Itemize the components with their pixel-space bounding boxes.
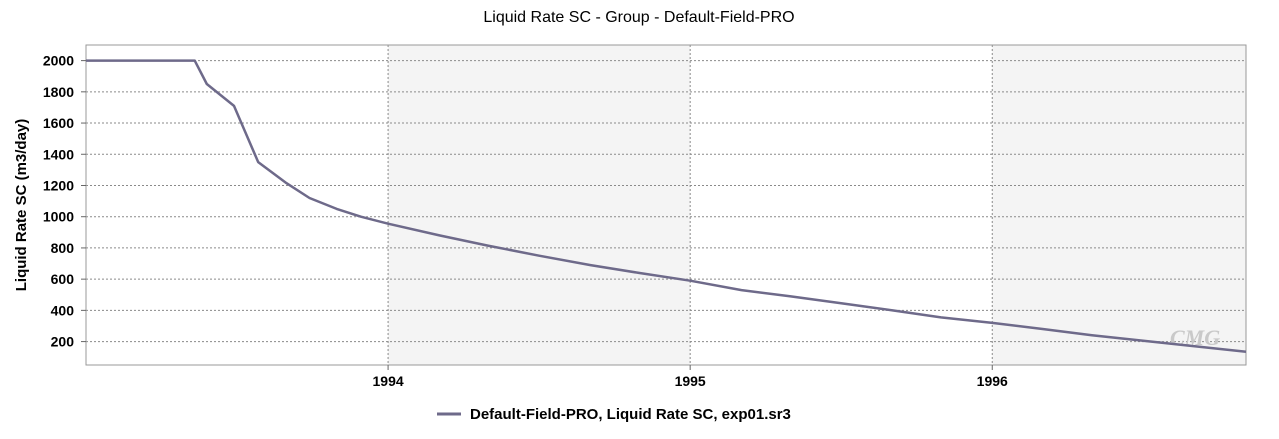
chart-title: Liquid Rate SC - Group - Default-Field-P…: [483, 9, 794, 26]
y-tick-label: 200: [51, 334, 75, 350]
y-tick-label: 1400: [43, 146, 74, 162]
plot-band: [690, 45, 993, 365]
y-axis: 200 400 600 800 1000 1200 1400 1600 1800 2000: [43, 53, 86, 350]
y-tick-label: 600: [51, 271, 75, 287]
plot-background: [86, 45, 1246, 365]
x-tick-label: 1996: [977, 373, 1008, 389]
plot-area: [85, 44, 1247, 366]
legend-label: Default-Field-PRO, Liquid Rate SC, exp01…: [470, 406, 791, 423]
x-tick-label: 1995: [675, 373, 706, 389]
plot-band: [86, 45, 389, 365]
plot-band: [992, 45, 1246, 365]
y-tick-label: 1200: [43, 177, 74, 193]
x-axis: 1994 1995 1996: [373, 365, 1008, 389]
y-tick-label: 400: [51, 302, 75, 318]
y-tick-label: 1600: [43, 115, 74, 131]
y-tick-label: 800: [51, 240, 75, 256]
plot-band: [388, 45, 691, 365]
legend[interactable]: Default-Field-PRO, Liquid Rate SC, exp01…: [437, 406, 791, 423]
y-tick-label: 1800: [43, 84, 74, 100]
y-axis-label: Liquid Rate SC (m3/day): [13, 119, 30, 292]
grid-lines: [86, 45, 1246, 365]
x-tick-label: 1994: [373, 373, 404, 389]
y-tick-label: 2000: [43, 53, 74, 69]
series-line: [86, 59, 1247, 353]
series-layer: [86, 59, 1247, 353]
y-tick-label: 1000: [43, 209, 74, 225]
